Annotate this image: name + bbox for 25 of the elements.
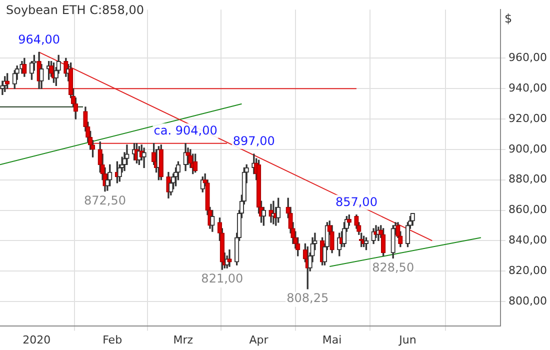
y-axis-title: $ (504, 12, 512, 26)
y-tick-label: 960,00 (508, 51, 548, 64)
chart-title: Soybean ETH C:858,00 (6, 3, 144, 18)
annotation: 808,25 (286, 291, 329, 306)
x-tick-label: 2020 (22, 333, 51, 346)
y-tick-label: 900,00 (508, 142, 548, 156)
y-tick-label: 920,00 (508, 112, 548, 125)
y-tick-label: 800,00 (508, 294, 548, 308)
x-tick-label: Apr (249, 333, 269, 346)
annotation: 857,00 (335, 194, 378, 209)
y-tick-label: 840,00 (508, 234, 548, 247)
x-tick-label: Mrz (173, 333, 194, 346)
y-tick-label: 820,00 (508, 264, 548, 277)
y-tick-label: 860,00 (508, 203, 548, 216)
annotation: 872,50 (84, 193, 126, 208)
x-tick-label: Jun (398, 333, 416, 346)
y-tick-label: 940,00 (508, 82, 548, 95)
annotation: 821,00 (201, 272, 244, 286)
annotation: 964,00 (18, 32, 60, 46)
annotation: 828,50 (372, 260, 414, 274)
annotation: 897,00 (232, 134, 275, 148)
x-tick-label: Mai (322, 333, 342, 346)
x-tick-label: Feb (102, 333, 122, 346)
y-tick-label: 880,00 (508, 172, 548, 186)
annotation: ca. 904,00 (154, 124, 218, 138)
